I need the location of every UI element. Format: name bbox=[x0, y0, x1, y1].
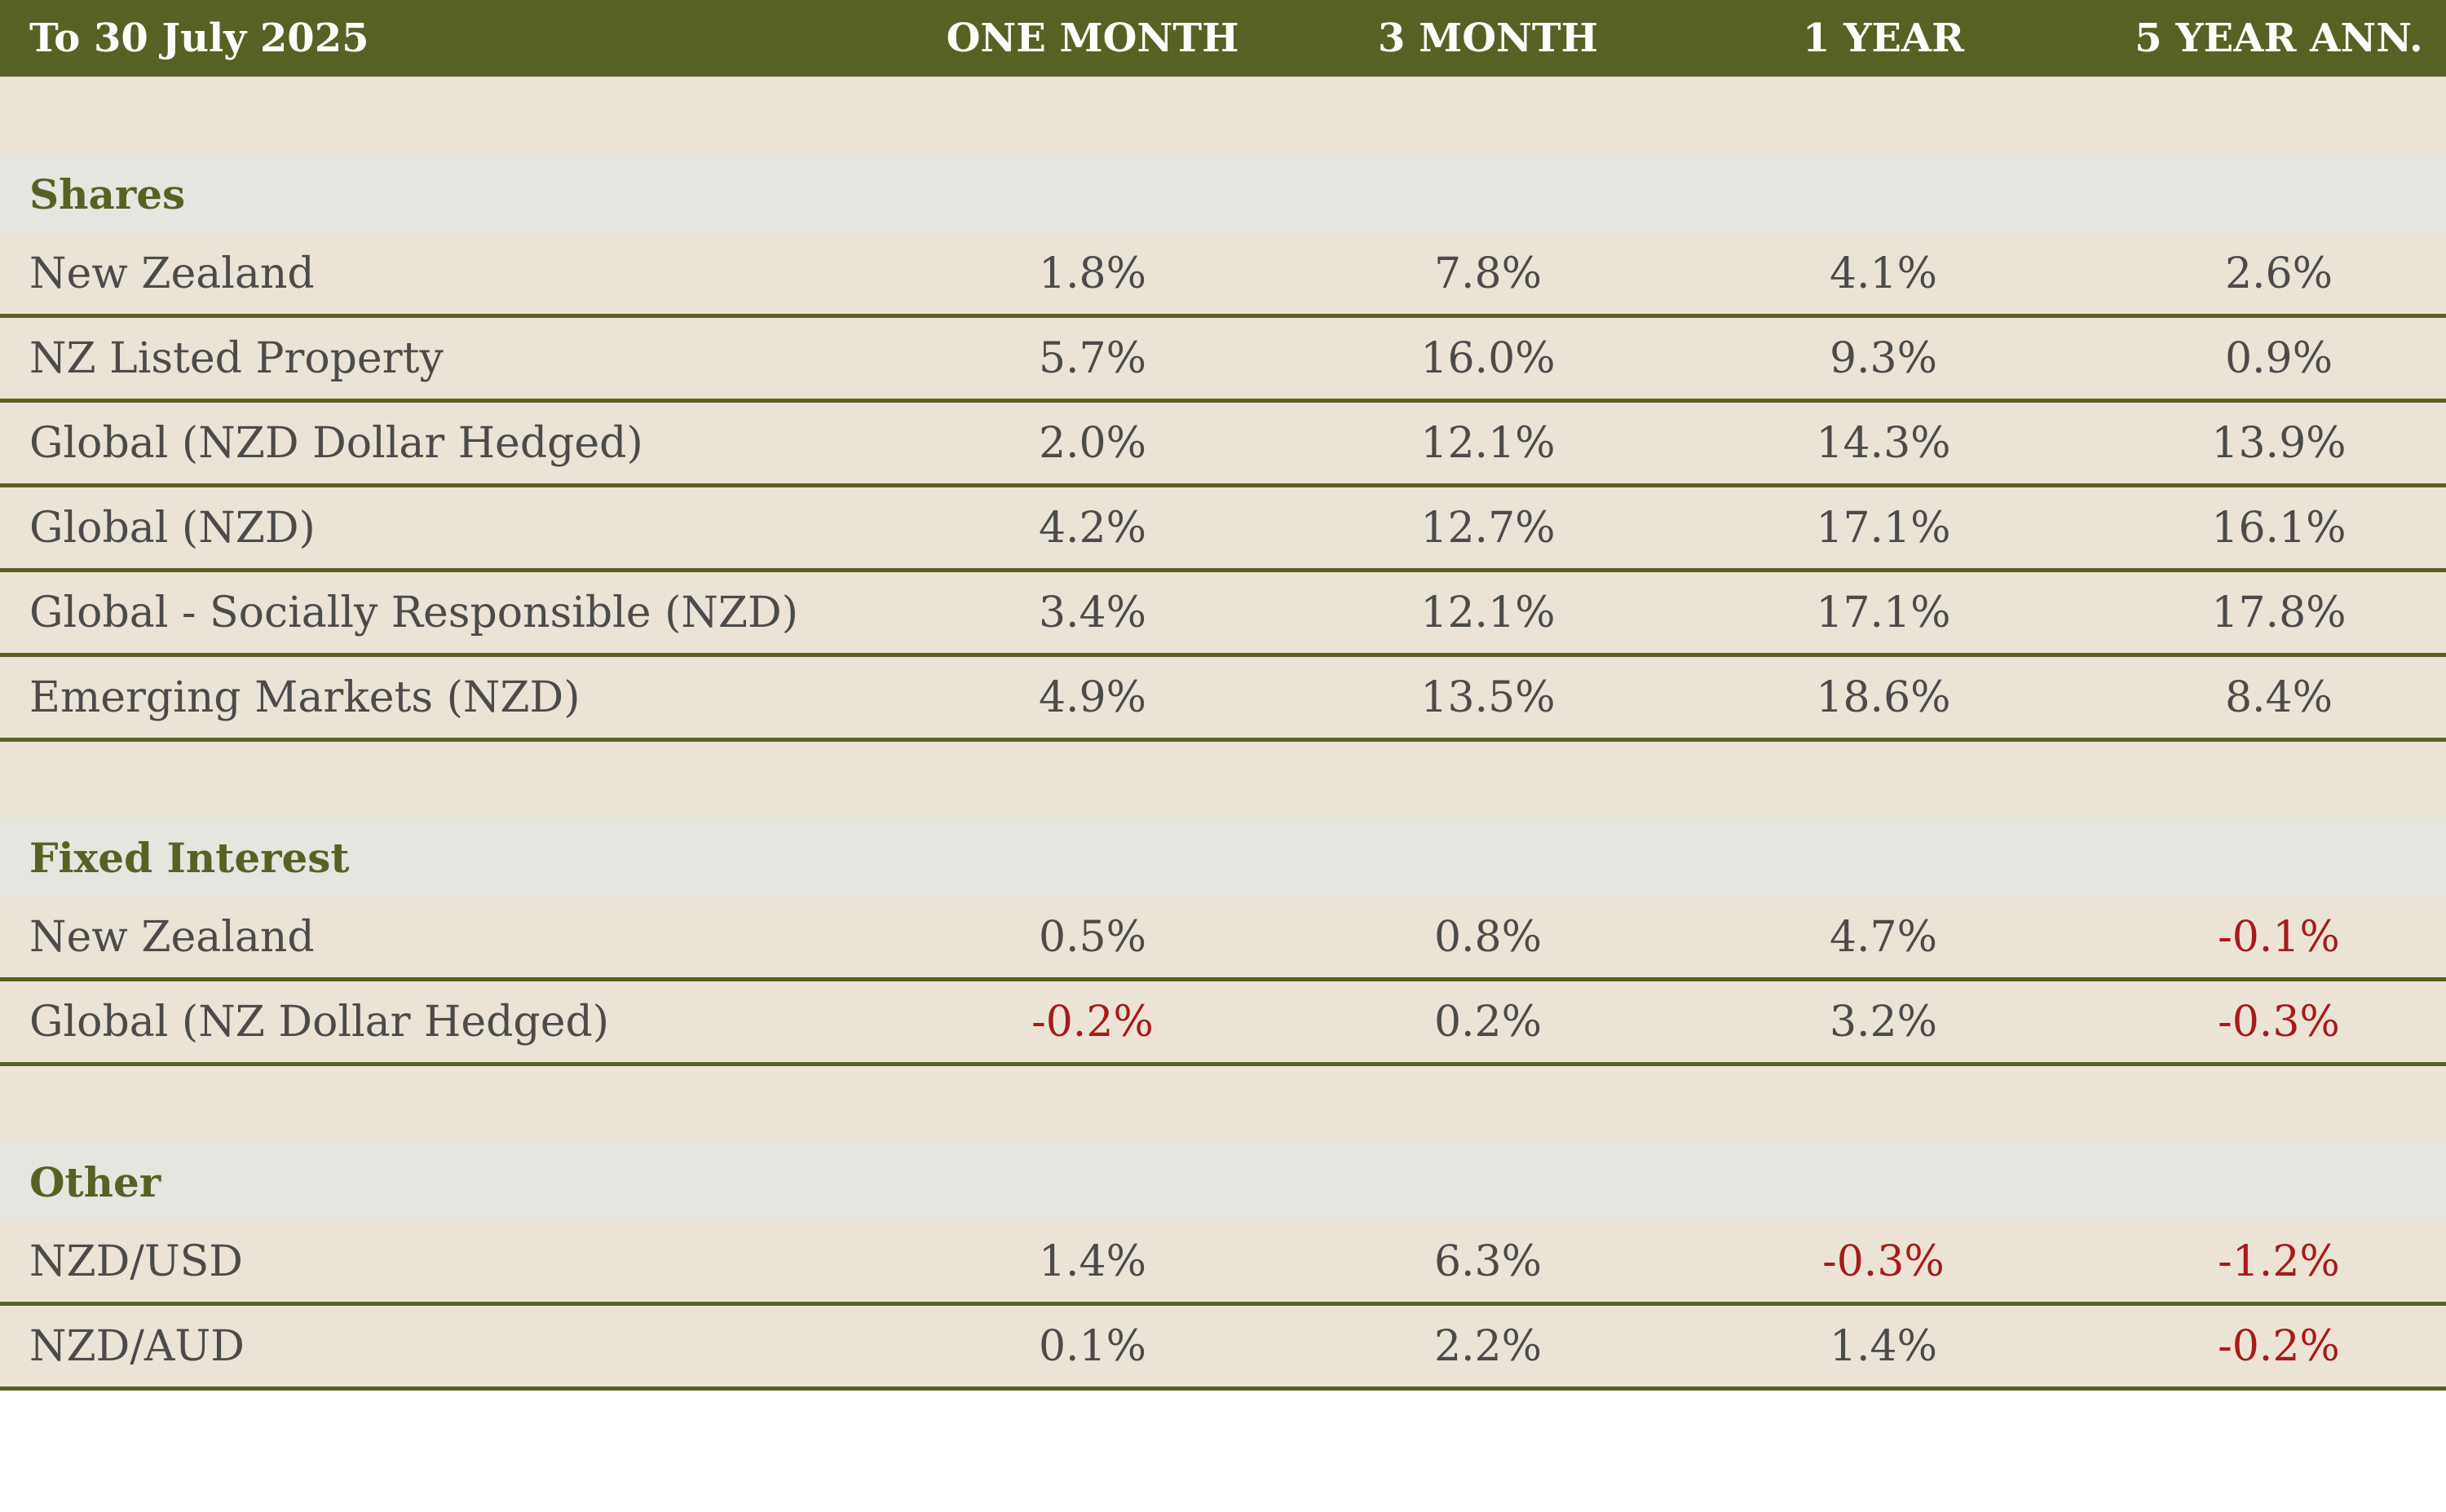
value-3-month: 12.7% bbox=[1420, 503, 1556, 553]
returns-table: To 30 July 2025 ONE MONTH 3 MONTH 1 YEAR… bbox=[0, 0, 2446, 1391]
value-one-month: 0.5% bbox=[1038, 912, 1147, 962]
table-header: To 30 July 2025 ONE MONTH 3 MONTH 1 YEAR… bbox=[0, 0, 2446, 77]
value-5-year: 0.9% bbox=[2224, 333, 2333, 383]
section-title-shares: Shares bbox=[0, 155, 2446, 233]
value-5-year: -0.1% bbox=[2218, 912, 2340, 962]
value-one-month: 1.4% bbox=[1038, 1236, 1147, 1286]
section-title-text: Other bbox=[29, 1157, 161, 1206]
value-1-year: 17.1% bbox=[1816, 503, 1951, 553]
value-5-year: -0.2% bbox=[2218, 1321, 2340, 1371]
row-label: NZ Listed Property bbox=[29, 333, 444, 383]
table-row: NZD/USD 1.4% 6.3% -0.3% -1.2% bbox=[0, 1221, 2446, 1306]
row-label: NZD/AUD bbox=[29, 1321, 245, 1371]
value-3-month: 7.8% bbox=[1433, 249, 1543, 298]
value-one-month: 5.7% bbox=[1038, 333, 1147, 383]
row-label: Global (NZ Dollar Hedged) bbox=[29, 997, 610, 1047]
section-title-other: Other bbox=[0, 1143, 2446, 1221]
value-1-year: 4.7% bbox=[1829, 912, 1938, 962]
row-label: Emerging Markets (NZD) bbox=[29, 672, 581, 722]
row-label: Global (NZD) bbox=[29, 503, 316, 553]
value-3-month: 6.3% bbox=[1433, 1236, 1543, 1286]
row-label: New Zealand bbox=[29, 912, 315, 962]
table-row: Global (NZD) 4.2% 12.7% 17.1% 16.1% bbox=[0, 487, 2446, 572]
value-3-month: 12.1% bbox=[1420, 418, 1556, 468]
column-header-one-month: ONE MONTH bbox=[946, 15, 1239, 61]
value-5-year: 17.8% bbox=[2211, 588, 2347, 637]
table-row: NZD/AUD 0.1% 2.2% 1.4% -0.2% bbox=[0, 1306, 2446, 1391]
value-1-year: 4.1% bbox=[1829, 249, 1938, 298]
value-1-year: 3.2% bbox=[1829, 997, 1938, 1047]
section-title-text: Shares bbox=[29, 170, 186, 218]
value-3-month: 0.2% bbox=[1433, 997, 1543, 1047]
value-3-month: 0.8% bbox=[1433, 912, 1543, 962]
value-one-month: 4.2% bbox=[1038, 503, 1147, 553]
section-title-text: Fixed Interest bbox=[29, 833, 350, 882]
value-1-year: 1.4% bbox=[1829, 1321, 1938, 1371]
row-label: NZD/USD bbox=[29, 1236, 243, 1286]
value-1-year: 18.6% bbox=[1816, 672, 1951, 722]
value-5-year: -0.3% bbox=[2218, 997, 2340, 1047]
table-row: New Zealand 1.8% 7.8% 4.1% 2.6% bbox=[0, 233, 2446, 318]
value-5-year: 8.4% bbox=[2224, 672, 2333, 722]
row-label: Global - Socially Responsible (NZD) bbox=[29, 588, 799, 637]
column-header-5-year-ann: 5 YEAR ANN. bbox=[2135, 15, 2423, 61]
value-1-year: 9.3% bbox=[1829, 333, 1938, 383]
table-row: Emerging Markets (NZD) 4.9% 13.5% 18.6% … bbox=[0, 657, 2446, 742]
value-one-month: 1.8% bbox=[1038, 249, 1147, 298]
value-1-year: 14.3% bbox=[1816, 418, 1951, 468]
value-5-year: 13.9% bbox=[2211, 418, 2347, 468]
value-1-year: -0.3% bbox=[1822, 1236, 1945, 1286]
column-header-1-year: 1 YEAR bbox=[1802, 15, 1965, 61]
table-row: New Zealand 0.5% 0.8% 4.7% -0.1% bbox=[0, 897, 2446, 981]
value-3-month: 2.2% bbox=[1433, 1321, 1543, 1371]
row-label: New Zealand bbox=[29, 249, 315, 298]
row-label: Global (NZD Dollar Hedged) bbox=[29, 418, 643, 468]
value-one-month: -0.2% bbox=[1031, 997, 1154, 1047]
section-title-fixed-interest: Fixed Interest bbox=[0, 818, 2446, 897]
value-3-month: 13.5% bbox=[1420, 672, 1556, 722]
table-row: Global (NZD Dollar Hedged) 2.0% 12.1% 14… bbox=[0, 403, 2446, 487]
value-one-month: 2.0% bbox=[1038, 418, 1147, 468]
value-one-month: 0.1% bbox=[1038, 1321, 1147, 1371]
table-row: Global (NZ Dollar Hedged) -0.2% 0.2% 3.2… bbox=[0, 981, 2446, 1066]
value-5-year: 2.6% bbox=[2224, 249, 2333, 298]
column-header-3-month: 3 MONTH bbox=[1378, 15, 1598, 61]
value-one-month: 4.9% bbox=[1038, 672, 1147, 722]
period-label: To 30 July 2025 bbox=[29, 15, 369, 61]
table-row: NZ Listed Property 5.7% 16.0% 9.3% 0.9% bbox=[0, 318, 2446, 403]
value-3-month: 12.1% bbox=[1420, 588, 1556, 637]
value-one-month: 3.4% bbox=[1038, 588, 1147, 637]
value-5-year: 16.1% bbox=[2211, 503, 2347, 553]
value-3-month: 16.0% bbox=[1420, 333, 1556, 383]
value-1-year: 17.1% bbox=[1816, 588, 1951, 637]
table-row: Global - Socially Responsible (NZD) 3.4%… bbox=[0, 572, 2446, 657]
value-5-year: -1.2% bbox=[2218, 1236, 2340, 1286]
